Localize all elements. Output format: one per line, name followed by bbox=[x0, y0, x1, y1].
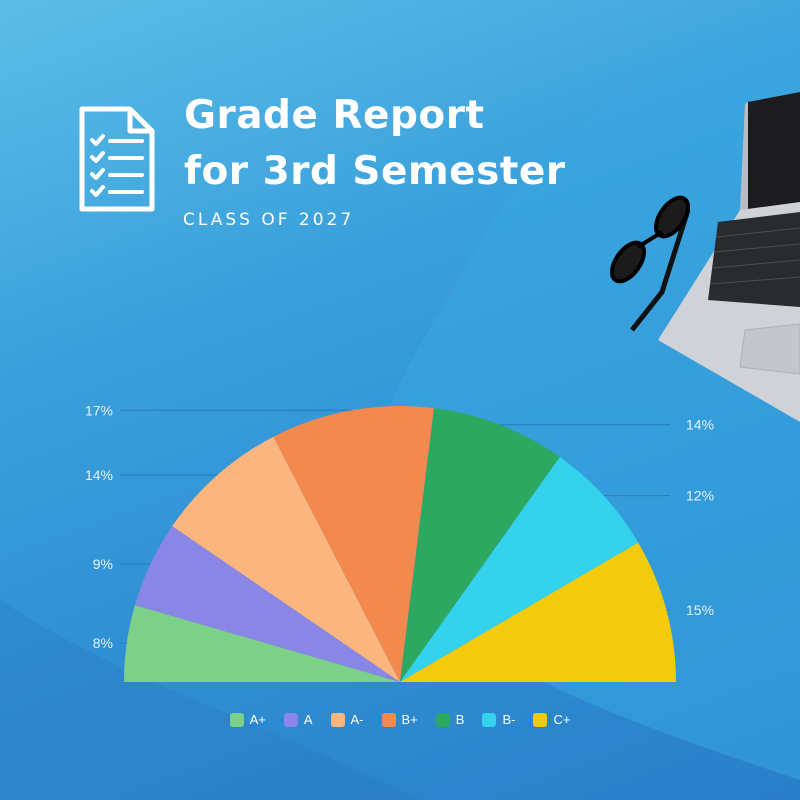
laptop-icon bbox=[658, 92, 800, 422]
legend-swatch bbox=[435, 712, 450, 727]
legend-label: A+ bbox=[249, 712, 266, 727]
value-label: 17% bbox=[85, 402, 113, 418]
slice-b bbox=[400, 408, 560, 682]
legend-item-c-minusplus: C+ bbox=[533, 712, 570, 727]
legend-swatch bbox=[482, 712, 497, 727]
legend-label: B+ bbox=[401, 712, 418, 727]
legend-label: B bbox=[455, 712, 465, 727]
legend-item-a-minus: A- bbox=[330, 712, 364, 727]
legend-swatch bbox=[533, 712, 548, 727]
legend-item-b: B bbox=[435, 712, 465, 727]
laptop-and-glasses-photo bbox=[610, 92, 800, 422]
subtitle: CLASS OF 2027 bbox=[183, 210, 355, 230]
title-line-1: Grade Report bbox=[184, 93, 485, 138]
slice-a-minusplus bbox=[124, 605, 400, 682]
value-label: 8% bbox=[93, 635, 113, 651]
legend-item-a: A bbox=[283, 712, 313, 727]
legend-swatch bbox=[283, 712, 298, 727]
eyeglasses-icon bbox=[610, 195, 691, 332]
legend-swatch bbox=[229, 712, 244, 727]
value-label: 9% bbox=[93, 556, 113, 572]
slice-b-minusplus bbox=[273, 406, 435, 682]
slice-a bbox=[134, 526, 401, 682]
value-label: 14% bbox=[686, 417, 714, 433]
legend-item-b-minus: B- bbox=[482, 712, 515, 727]
slice-a-minus bbox=[172, 436, 400, 682]
legend-label: A bbox=[303, 712, 313, 727]
value-label: 15% bbox=[686, 602, 714, 618]
legend-label: C+ bbox=[553, 712, 571, 727]
value-label: 12% bbox=[686, 488, 714, 504]
slice-c-minusplus bbox=[400, 542, 676, 682]
legend-item-a-minusplus: A+ bbox=[229, 712, 266, 727]
value-label: 14% bbox=[85, 467, 113, 483]
legend-swatch bbox=[330, 712, 345, 727]
checklist-document-icon bbox=[79, 106, 155, 212]
legend-item-b-minusplus: B+ bbox=[381, 712, 418, 727]
slice-b-minus bbox=[400, 457, 639, 682]
legend-swatch bbox=[381, 712, 396, 727]
chart-legend: A+ A A- B+ B B- C+ bbox=[0, 712, 800, 727]
legend-label: A- bbox=[350, 712, 364, 727]
page-title: Grade Report for 3rd Semester bbox=[184, 88, 566, 200]
title-line-2: for 3rd Semester bbox=[184, 149, 566, 194]
legend-label: B- bbox=[502, 712, 516, 727]
